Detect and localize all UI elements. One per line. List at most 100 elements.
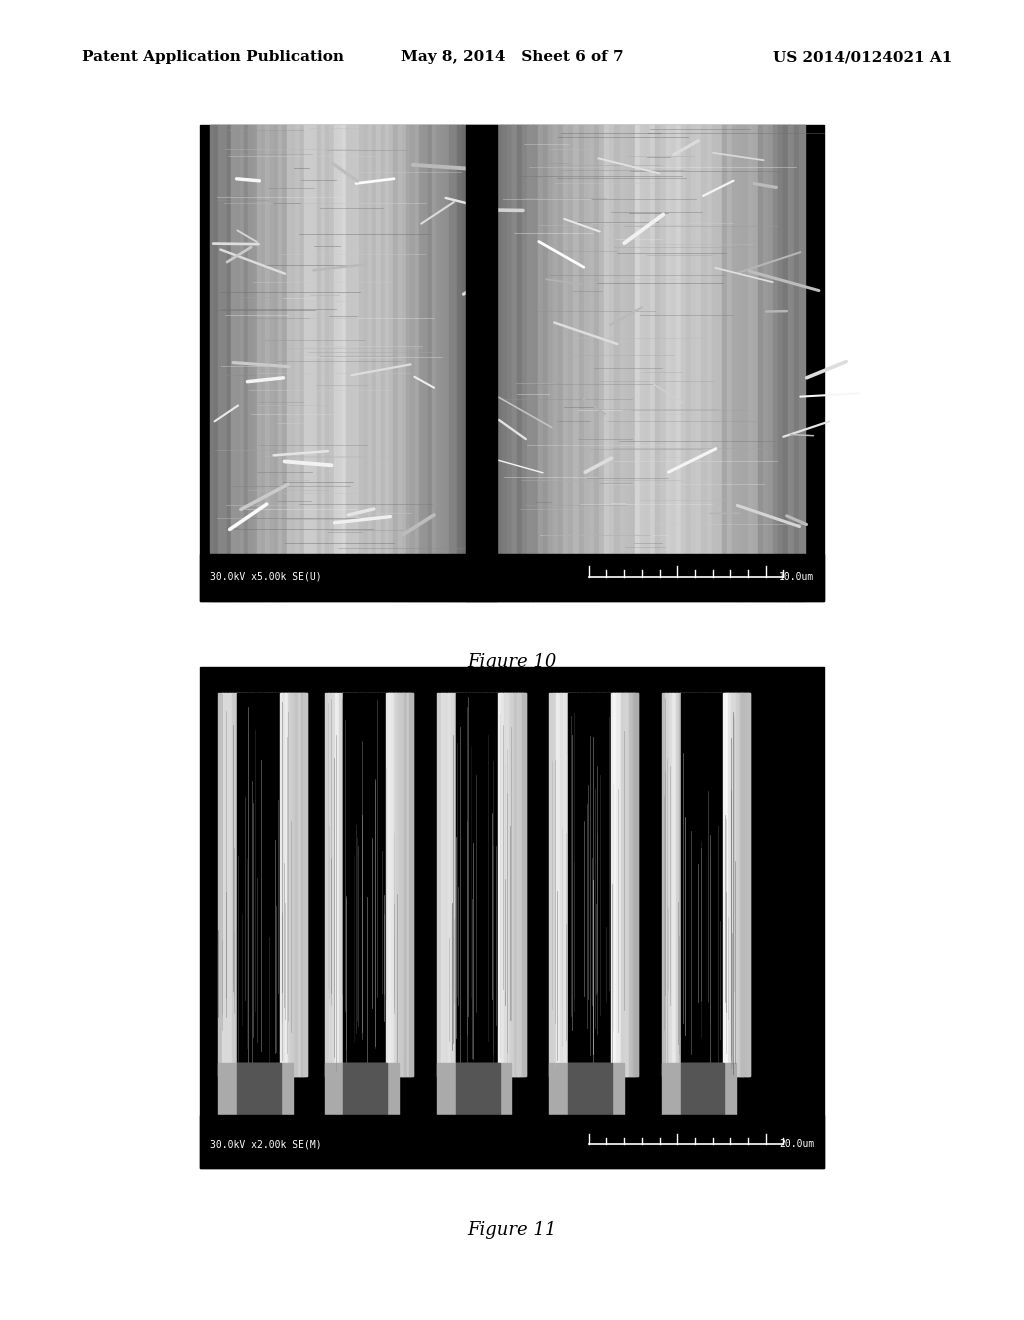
- Bar: [614, 125, 621, 601]
- Bar: [622, 693, 625, 1076]
- Bar: [679, 693, 684, 1076]
- Bar: [342, 693, 346, 1076]
- Bar: [579, 125, 585, 601]
- Bar: [686, 125, 692, 601]
- Bar: [401, 693, 406, 1076]
- Bar: [594, 125, 600, 601]
- Bar: [288, 693, 291, 1076]
- Bar: [701, 125, 708, 601]
- Bar: [708, 693, 712, 1076]
- Bar: [359, 693, 365, 1076]
- Bar: [517, 693, 522, 1076]
- Bar: [332, 693, 336, 1076]
- Bar: [676, 125, 682, 601]
- Bar: [338, 125, 343, 601]
- Bar: [444, 693, 449, 1076]
- Bar: [229, 693, 233, 1076]
- Bar: [368, 125, 373, 601]
- Bar: [401, 125, 408, 601]
- Bar: [200, 667, 824, 1168]
- Bar: [618, 693, 623, 1076]
- Bar: [264, 693, 268, 1076]
- Bar: [697, 693, 701, 1076]
- Bar: [746, 693, 751, 1076]
- Bar: [589, 125, 595, 601]
- Bar: [415, 125, 420, 601]
- Bar: [683, 693, 687, 1076]
- Bar: [440, 693, 445, 1076]
- Bar: [370, 693, 375, 1076]
- Bar: [419, 125, 424, 601]
- Bar: [568, 125, 574, 601]
- Bar: [227, 125, 232, 601]
- Bar: [538, 125, 544, 601]
- Bar: [325, 693, 329, 1076]
- Bar: [462, 693, 466, 1076]
- Bar: [634, 693, 638, 1076]
- Bar: [691, 125, 697, 601]
- Bar: [257, 125, 262, 601]
- Bar: [449, 125, 455, 601]
- Bar: [517, 693, 520, 1076]
- Bar: [356, 693, 360, 1076]
- Bar: [676, 693, 680, 1076]
- Bar: [218, 693, 223, 1076]
- Bar: [222, 693, 226, 1076]
- Bar: [455, 693, 459, 1076]
- Bar: [732, 125, 738, 601]
- Bar: [399, 693, 402, 1076]
- Bar: [598, 693, 603, 1076]
- Bar: [343, 693, 387, 1063]
- Bar: [739, 693, 743, 1076]
- Bar: [411, 125, 416, 601]
- Bar: [686, 693, 691, 1076]
- Bar: [728, 693, 732, 1076]
- Bar: [662, 693, 667, 1076]
- Bar: [507, 125, 513, 601]
- Bar: [447, 693, 452, 1076]
- Bar: [671, 125, 677, 601]
- Bar: [423, 125, 428, 601]
- Bar: [681, 693, 724, 1063]
- Bar: [218, 125, 224, 601]
- Bar: [610, 693, 614, 1076]
- Bar: [522, 125, 528, 601]
- Bar: [458, 693, 463, 1076]
- Bar: [585, 693, 589, 1076]
- Bar: [346, 125, 352, 601]
- Bar: [250, 693, 254, 1076]
- Bar: [335, 693, 340, 1076]
- Bar: [456, 693, 500, 1063]
- Bar: [543, 125, 549, 601]
- Bar: [240, 125, 245, 601]
- Bar: [261, 125, 266, 601]
- Bar: [567, 693, 571, 1076]
- Bar: [355, 125, 360, 601]
- Bar: [517, 125, 523, 601]
- Bar: [739, 693, 742, 1076]
- Bar: [384, 693, 388, 1076]
- Bar: [550, 1063, 624, 1115]
- Text: 30.0kV x2.00k SE(M): 30.0kV x2.00k SE(M): [210, 1139, 322, 1150]
- Bar: [501, 693, 505, 1076]
- Bar: [673, 693, 677, 1076]
- Bar: [231, 125, 237, 601]
- Bar: [506, 693, 510, 1076]
- Bar: [645, 125, 651, 601]
- Bar: [778, 125, 784, 601]
- Bar: [612, 693, 617, 1076]
- Bar: [406, 693, 410, 1076]
- Text: May 8, 2014   Sheet 6 of 7: May 8, 2014 Sheet 6 of 7: [400, 50, 624, 65]
- Bar: [279, 125, 284, 601]
- Bar: [444, 125, 450, 601]
- Bar: [282, 693, 286, 1076]
- Bar: [299, 693, 303, 1076]
- Bar: [748, 125, 754, 601]
- Bar: [741, 693, 745, 1076]
- Bar: [381, 693, 385, 1076]
- Bar: [316, 125, 322, 601]
- Bar: [236, 125, 241, 601]
- Bar: [285, 693, 289, 1076]
- Bar: [458, 125, 463, 601]
- Bar: [451, 693, 456, 1076]
